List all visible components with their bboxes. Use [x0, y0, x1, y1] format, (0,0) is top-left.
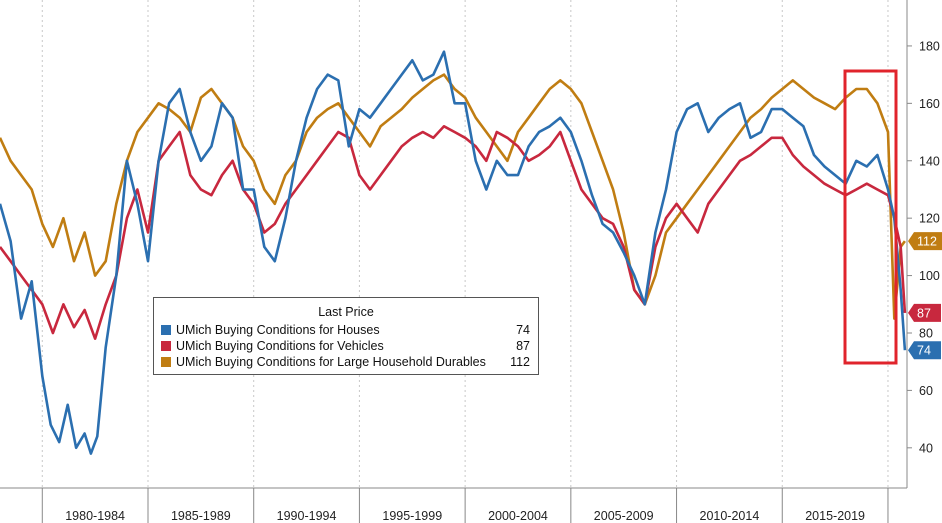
last-value-badges: 74 87 112	[908, 232, 942, 360]
badge-shape	[908, 232, 942, 251]
vehicles-line	[0, 125, 907, 341]
y-axis-ticks: 40 60 80 100 120 140 160 180	[907, 39, 940, 455]
y-tick-label: 180	[919, 39, 940, 53]
x-tick-label: 2015-2019	[805, 509, 865, 523]
legend-label: UMich Buying Conditions for Large Househ…	[176, 355, 486, 369]
y-tick-label: 120	[919, 212, 940, 226]
series-lines	[0, 50, 907, 455]
badge-label: 74	[917, 344, 931, 358]
legend-value: 112	[510, 355, 530, 369]
x-tick-label: 1985-1989	[171, 509, 231, 523]
legend-swatch	[161, 357, 171, 367]
legend-label: UMich Buying Conditions for Houses	[176, 323, 380, 337]
vehicles-last-value-badge: 87	[908, 303, 941, 322]
y-tick-label: 100	[919, 269, 940, 283]
legend: Last Price UMich Buying Conditions for H…	[153, 297, 539, 375]
x-tick-label: 1990-1994	[277, 509, 337, 523]
grid	[41, 0, 889, 488]
houses-line	[0, 50, 907, 455]
legend-swatch	[161, 325, 171, 335]
x-axis-labels: 1980-1984 1985-1989 1990-1994 1995-1999 2000…	[41, 488, 889, 523]
y-tick-label: 80	[919, 326, 933, 340]
legend-value: 74	[516, 323, 530, 337]
badge-shape	[908, 341, 941, 360]
highlight-box	[843, 69, 898, 365]
y-tick-label: 140	[919, 154, 940, 168]
badge-label: 112	[917, 235, 937, 249]
x-tick-label: 1980-1984	[65, 509, 125, 523]
x-tick-label: 1995-1999	[382, 509, 442, 523]
badge-label: 87	[917, 306, 931, 320]
durables-line	[0, 73, 906, 320]
x-tick-label: 2010-2014	[700, 509, 760, 523]
y-tick-label: 60	[919, 384, 933, 398]
legend-swatch	[161, 341, 171, 351]
durables-last-value-badge: 112	[908, 232, 942, 251]
legend-label: UMich Buying Conditions for Vehicles	[176, 339, 384, 353]
legend-title: Last Price	[318, 305, 374, 319]
legend-item-vehicles: UMich Buying Conditions for Vehicles 87	[161, 338, 530, 354]
legend-item-houses: UMich Buying Conditions for Houses 74	[161, 322, 530, 338]
y-tick-label: 160	[919, 97, 940, 111]
houses-last-value-badge: 74	[908, 341, 941, 360]
legend-item-durables: UMich Buying Conditions for Large Househ…	[161, 354, 530, 370]
badge-shape	[908, 303, 941, 322]
x-tick-label: 2000-2004	[488, 509, 548, 523]
y-tick-label: 40	[919, 441, 933, 455]
legend-value: 87	[516, 339, 530, 353]
x-tick-label: 2005-2009	[594, 509, 654, 523]
